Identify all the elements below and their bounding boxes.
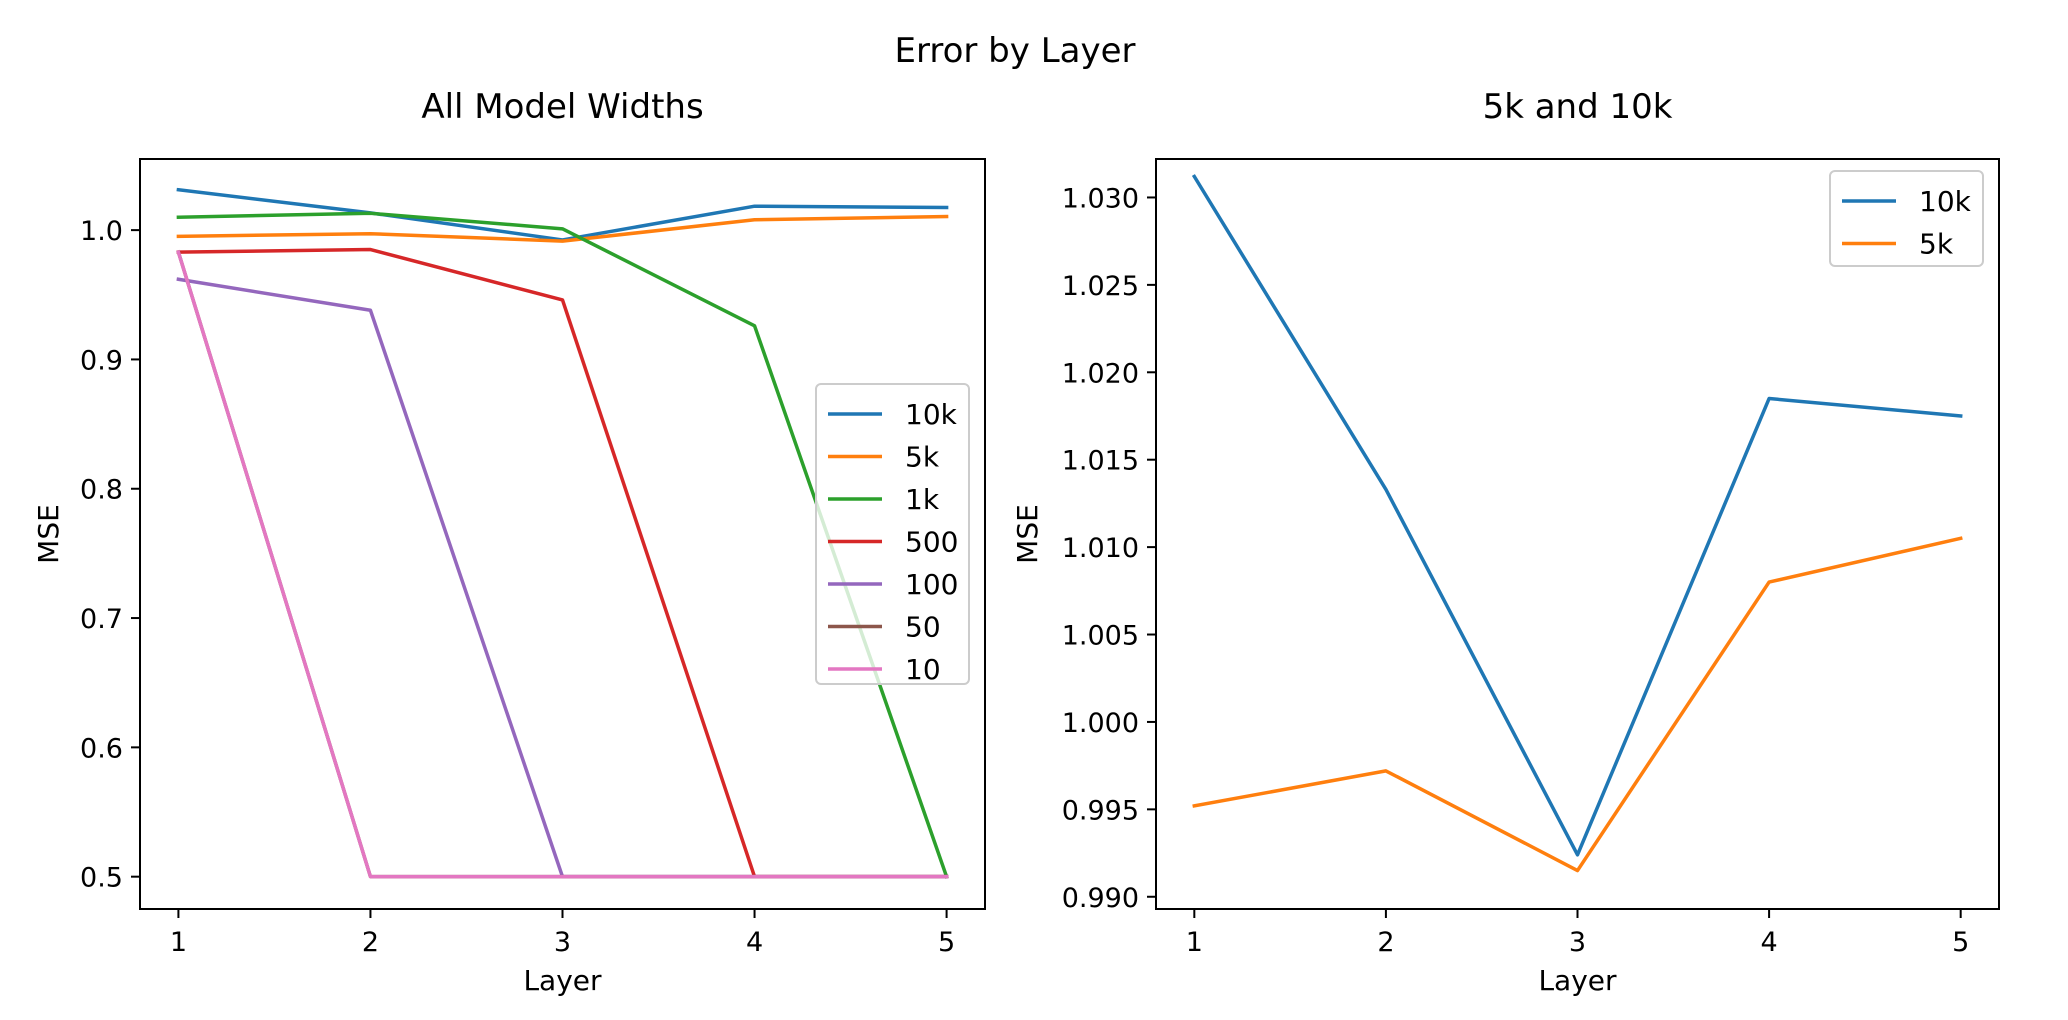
series-line-5k	[176, 214, 949, 243]
legend-label-100: 100	[905, 568, 958, 601]
y-tick-label: 0.8	[80, 475, 123, 506]
series-line-10	[176, 249, 949, 879]
x-tick-label: 2	[1377, 927, 1394, 958]
legend-label-50: 50	[905, 611, 941, 644]
y-tick-label: 1.000	[1062, 708, 1139, 739]
axes-title: 5k and 10k	[1483, 87, 1673, 127]
y-tick-label: 1.020	[1062, 358, 1139, 389]
y-axis-label: MSE	[32, 504, 65, 564]
y-axis-label: MSE	[1011, 504, 1044, 564]
y-tick-label: 0.6	[80, 733, 123, 764]
y-tick-label: 1.015	[1062, 446, 1139, 477]
series-line-10k	[1191, 174, 1963, 857]
axes-frame	[1155, 158, 2000, 910]
x-tick-label: 5	[938, 927, 955, 958]
y-tick-label: 0.9	[80, 345, 123, 376]
y-tick-label: 1.025	[1062, 271, 1139, 302]
legend-label-10k: 10k	[1919, 185, 1972, 218]
legend-label-5k: 5k	[905, 441, 940, 474]
x-tick-label: 3	[1569, 927, 1586, 958]
y-tick-label: 1.0	[80, 216, 123, 247]
y-tick-label: 1.010	[1062, 533, 1139, 564]
x-tick-label: 4	[746, 927, 763, 958]
legend-box	[815, 383, 970, 685]
series-line-5k	[1192, 536, 1963, 873]
x-axis-label: Layer	[523, 964, 602, 997]
y-tick-label: 0.995	[1062, 795, 1139, 826]
y-tick-label: 0.990	[1062, 883, 1139, 914]
x-axis-label: Layer	[1538, 964, 1617, 997]
chart-all-model-widths: 1 2 3 4 5 0.5 0.6 0.7 0.8 0.9 1.0 All Model Widths L…	[32, 87, 986, 997]
legend-label-500: 500	[905, 526, 958, 559]
y-tick-label: 0.5	[80, 863, 123, 894]
chart-5k-and-10k: 1 2 3 4 5 0.990 0.995 1.000 1.005 1.010 1.015 1.020…	[1011, 87, 2000, 997]
x-tick-label: 5	[1952, 927, 1969, 958]
y-tick-label: 1.030	[1062, 183, 1139, 214]
legend-label-1k: 1k	[905, 483, 940, 516]
legend: 10k 5k 1k 500 100 50 10	[815, 383, 970, 686]
legend-label-10k: 10k	[905, 398, 958, 431]
x-tick-label: 2	[362, 927, 379, 958]
y-tick-label: 1.005	[1062, 621, 1139, 652]
y-tick-label: 0.7	[80, 604, 123, 635]
x-tick-label: 4	[1760, 927, 1777, 958]
x-tick-label: 1	[1186, 927, 1203, 958]
x-tick-label: 1	[170, 927, 187, 958]
axes-title: All Model Widths	[421, 87, 703, 127]
legend-label-10: 10	[905, 653, 941, 686]
x-tick-label: 3	[554, 927, 571, 958]
figure-suptitle: Error by Layer	[895, 31, 1136, 71]
legend-label-5k: 5k	[1919, 228, 1954, 261]
